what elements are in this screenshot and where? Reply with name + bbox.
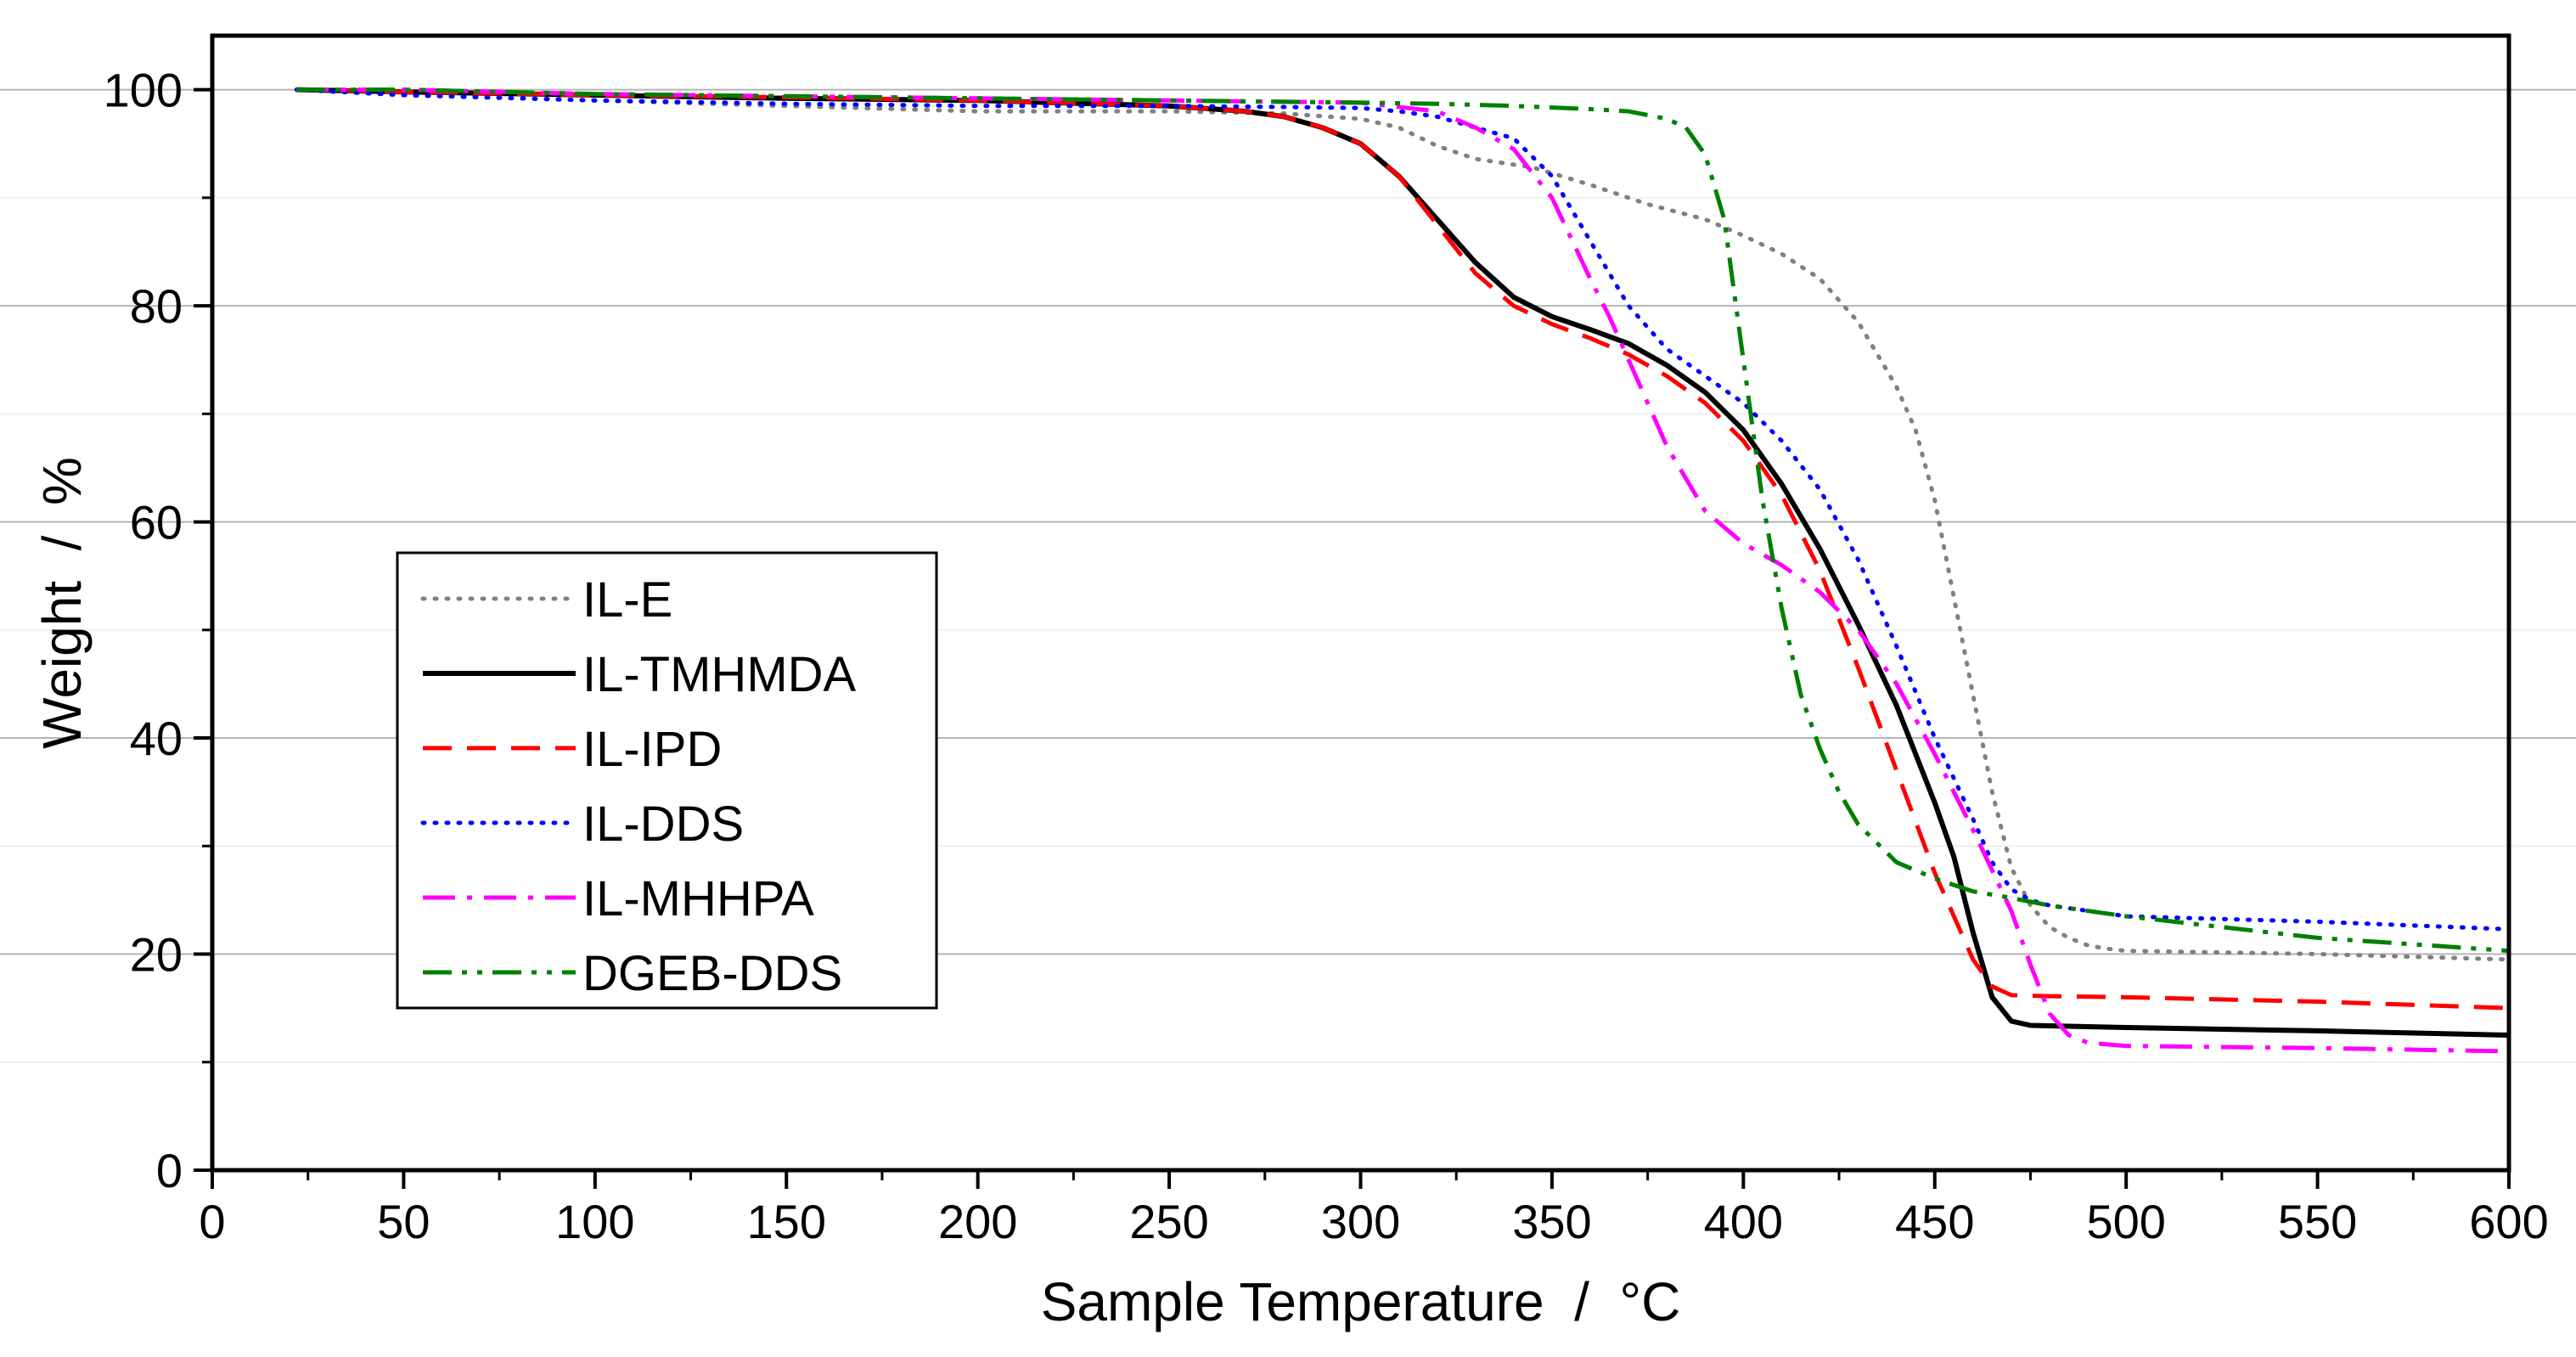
y-tick-label: 0 <box>156 1144 183 1197</box>
series-line-dgeb-dds <box>296 87 2510 954</box>
x-tick-label: 450 <box>1895 1195 1974 1248</box>
y-axis-label: Weight / % <box>31 457 93 749</box>
x-tick-label: 300 <box>1321 1195 1400 1248</box>
x-axis-label: Sample Temperature / °C <box>1041 1271 1681 1332</box>
series-line-il-ipd <box>296 87 2510 1011</box>
y-tick-label: 100 <box>104 64 183 117</box>
legend-label-il-tmhmda: IL-TMHMDA <box>582 647 857 702</box>
series-line-il-mhhpa <box>296 87 2510 1054</box>
legend-label-il-dds: IL-DDS <box>582 797 744 852</box>
y-tick-label: 20 <box>130 928 183 982</box>
legend: IL-E IL-TMHMDA IL-IPD IL-DDS IL-MHHPA DGEB-DD… <box>396 551 938 1010</box>
x-tick-label: 600 <box>2469 1195 2548 1248</box>
x-tick-label: 500 <box>2086 1195 2165 1248</box>
x-tick-label: 100 <box>555 1195 634 1248</box>
legend-label-il-ipd: IL-IPD <box>582 722 722 777</box>
legend-label-il-mhhpa: IL-MHHPA <box>582 871 814 926</box>
x-tick-label: 200 <box>938 1195 1017 1248</box>
x-tick-label: 550 <box>2278 1195 2357 1248</box>
series-layer <box>294 87 2511 1054</box>
legend-box <box>396 551 938 1010</box>
y-tick-label: 60 <box>130 496 183 549</box>
x-tick-label: 50 <box>377 1195 430 1248</box>
legend-label-dgeb-dds: DGEB-DDS <box>582 946 842 1001</box>
y-tick-label: 80 <box>130 279 183 333</box>
y-tick-label: 40 <box>130 712 183 765</box>
legend-label-il-e: IL-E <box>582 572 672 628</box>
x-tick-label: 0 <box>199 1195 225 1248</box>
x-tick-label: 150 <box>747 1195 826 1248</box>
series-line-il-dds <box>294 87 2511 932</box>
tick-layer: 0 50 100 150 200 250 300 350 400 450 500 550 600 0 20 4… <box>104 64 2549 1248</box>
x-tick-label: 250 <box>1129 1195 1208 1248</box>
x-tick-label: 350 <box>1512 1195 1591 1248</box>
x-tick-label: 400 <box>1704 1195 1783 1248</box>
